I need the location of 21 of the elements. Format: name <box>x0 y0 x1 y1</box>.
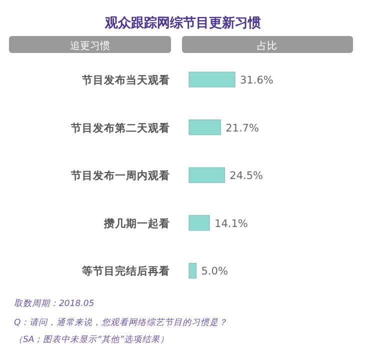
chart-title: 观众跟踪网综节目更新习惯 <box>104 15 261 31</box>
x-axis-title: 占比 <box>257 40 277 52</box>
data-label: 31.6% <box>240 74 274 86</box>
y-tick-label: 节目发布第二天观看 <box>70 121 170 134</box>
y-tick-label: 攒几期一起看 <box>103 216 170 230</box>
bar <box>188 120 221 136</box>
y-tick-label: 节目发布当天观看 <box>81 74 170 86</box>
data-label: 14.1% <box>214 218 248 230</box>
data-label: 24.5% <box>230 170 264 182</box>
bar <box>188 262 197 278</box>
y-tick-label: 节目发布一周内观看 <box>70 169 170 182</box>
data-label: 21.7% <box>226 122 259 134</box>
bar <box>188 215 210 231</box>
bar <box>188 72 236 88</box>
y-tick-label: 等节目完结后再看 <box>81 264 170 278</box>
text: Q：请问，通常来说，您观看网络综艺节目的习惯是？ <box>14 317 228 328</box>
data-label: 5.0% <box>201 266 228 278</box>
text: 取数周期：2018.05 <box>14 299 94 309</box>
text: （SA；图表中未显示“其他”选项结果） <box>14 335 170 345</box>
bar <box>188 167 225 183</box>
y-axis-title: 追更习惯 <box>70 40 110 52</box>
